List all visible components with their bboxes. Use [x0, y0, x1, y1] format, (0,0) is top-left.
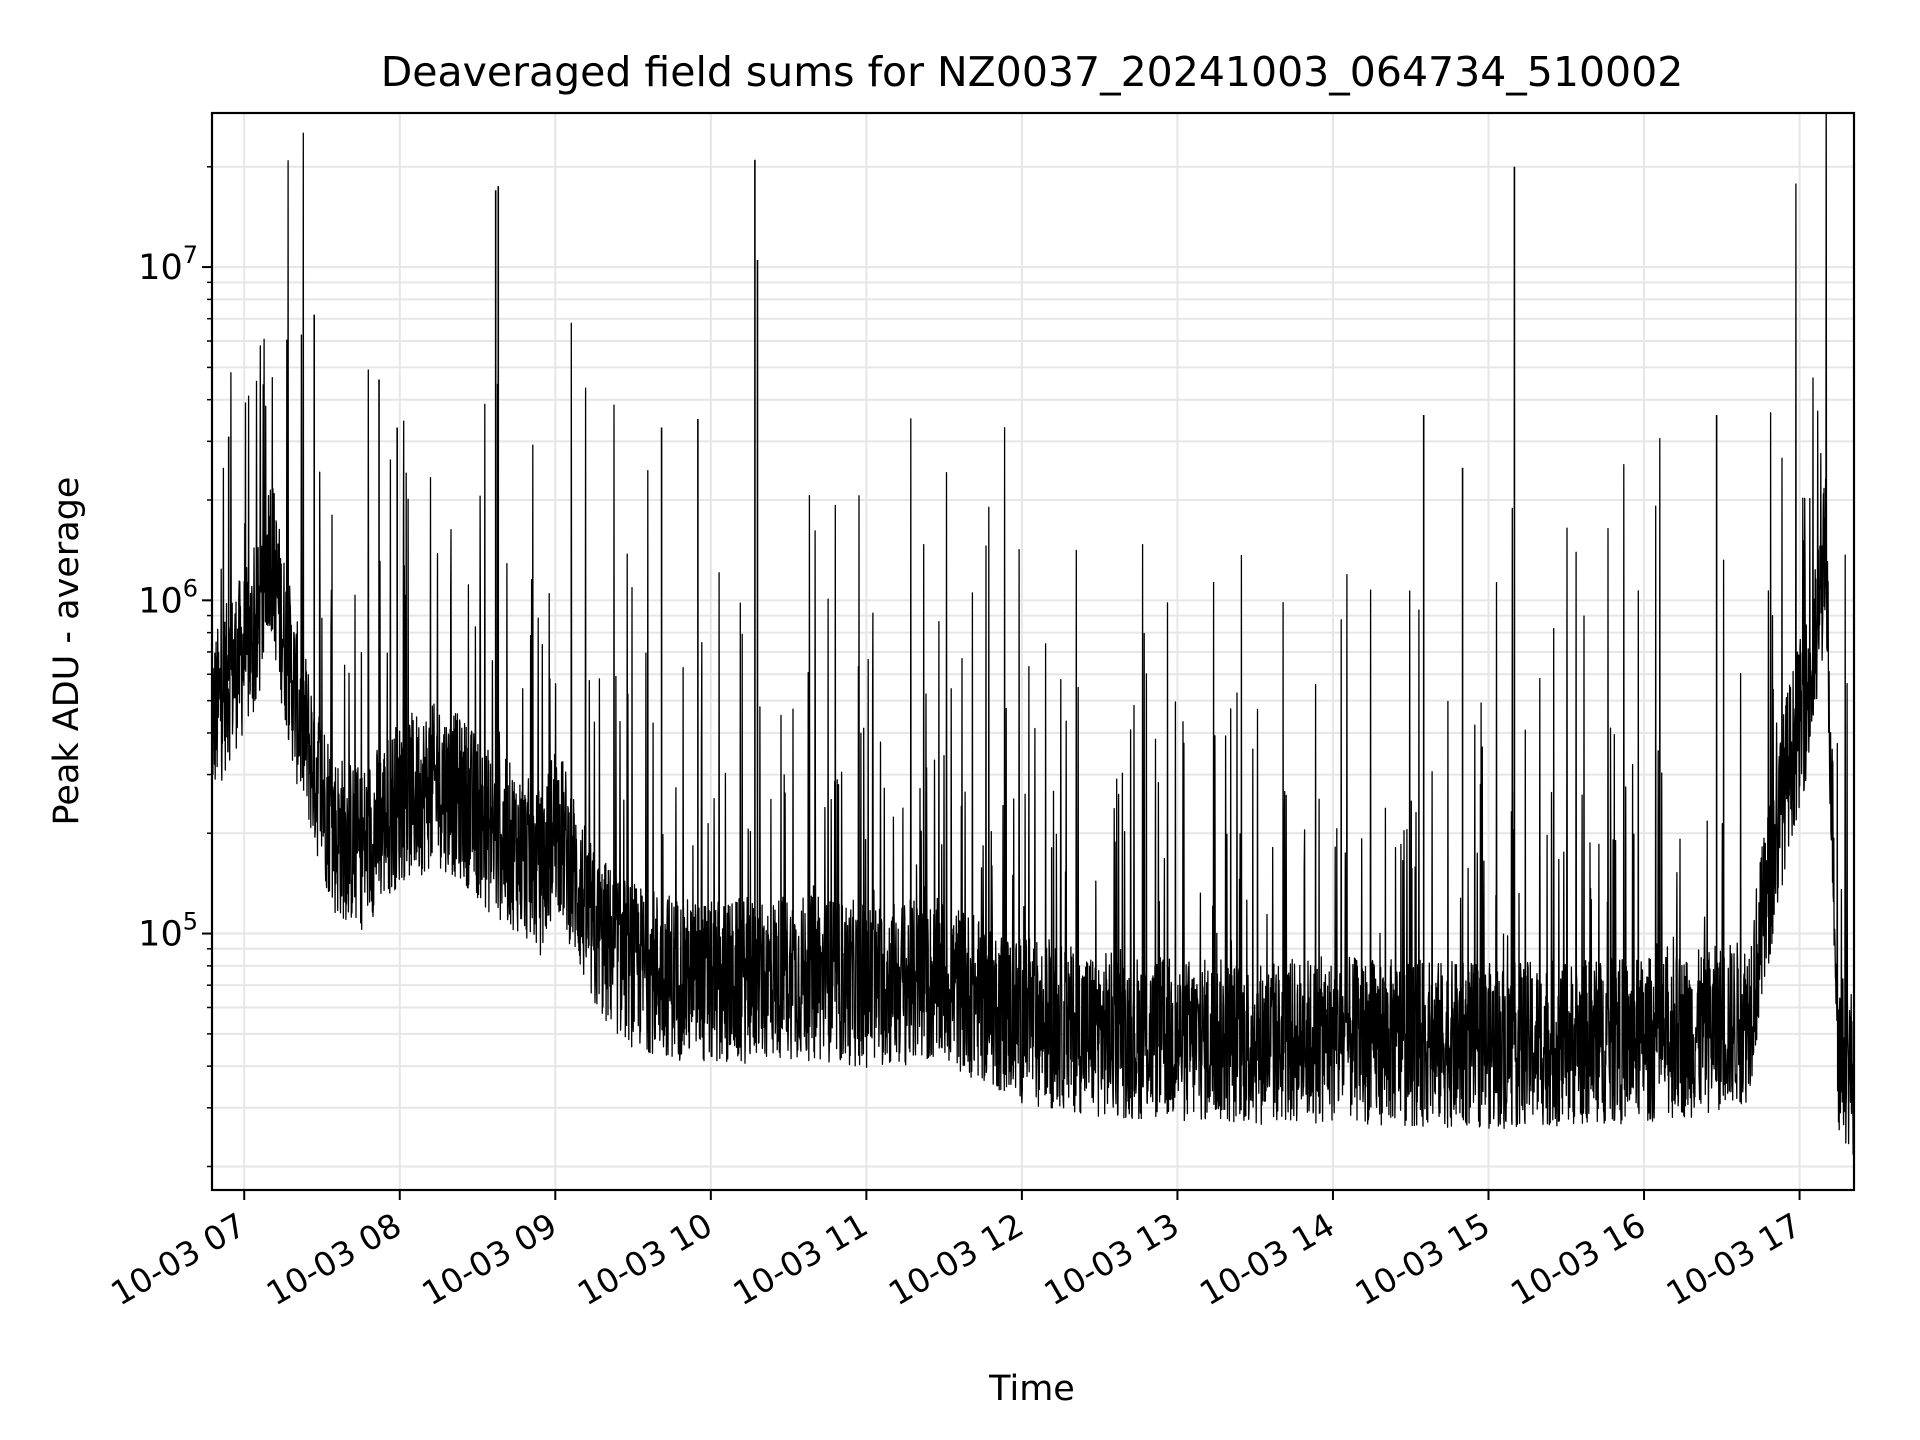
y-tick-label: 105 [138, 908, 198, 955]
series-trace [212, 113, 1854, 1155]
x-axis-label: Time [988, 1369, 1075, 1409]
series-line [212, 113, 1854, 1155]
y-axis: 105 106 107 [138, 166, 212, 1168]
y-tick-label: 106 [138, 574, 198, 621]
y-tick-label: 107 [138, 241, 198, 288]
chart-title: Deaveraged field sums for NZ0037_2024100… [381, 48, 1684, 96]
y-axis-label: Peak ADU - average [47, 477, 87, 826]
